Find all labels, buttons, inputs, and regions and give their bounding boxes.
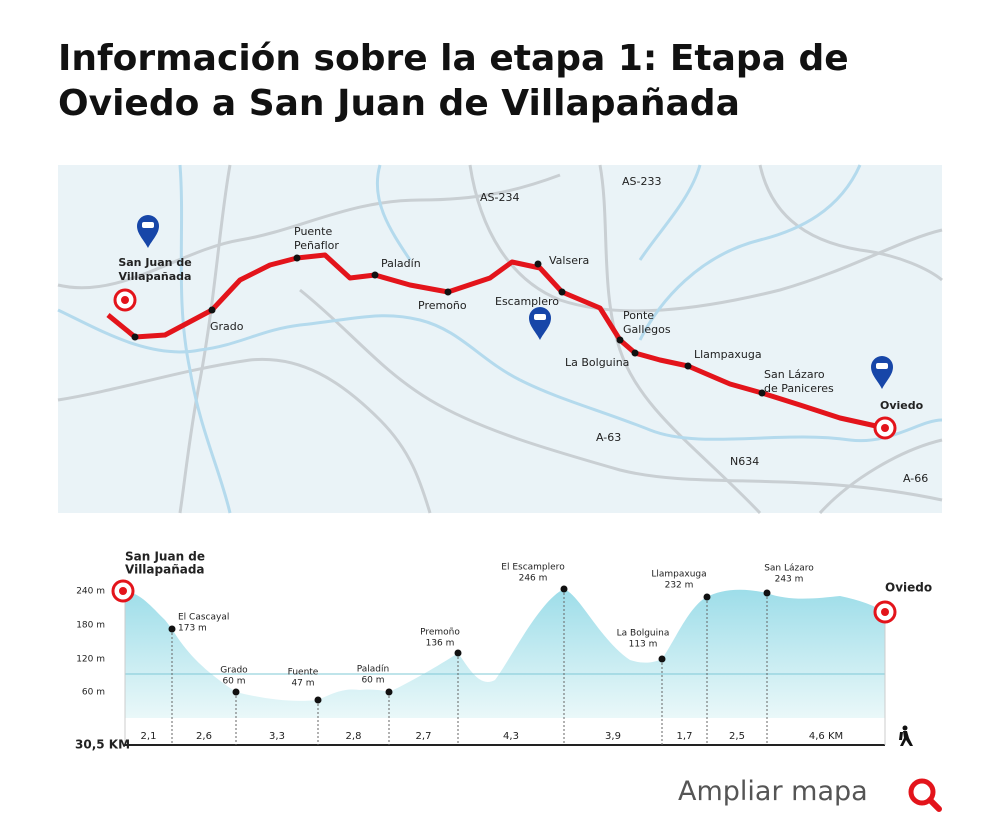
- place-label: Premoño: [418, 299, 467, 312]
- map-rivers: [57, 164, 943, 514]
- place-label: Ponte: [623, 309, 654, 322]
- point-name: La Bolguina: [617, 629, 670, 639]
- endpoint-inner: [881, 424, 889, 432]
- hiker-icon: [899, 725, 913, 746]
- point-name: Premoño: [420, 628, 460, 638]
- point-name: Grado: [220, 666, 248, 676]
- segment-distance: 3,9: [605, 731, 621, 742]
- segment-distance: 2,8: [346, 731, 362, 742]
- place-label: San Juan de: [118, 256, 191, 269]
- point-dot: [314, 696, 322, 704]
- point-dot: [763, 589, 771, 597]
- place-label: La Bolguina: [565, 356, 629, 369]
- segment-distance: 2,6: [196, 731, 212, 742]
- endpoint-inner: [881, 608, 889, 616]
- point-dot: [232, 688, 240, 696]
- route-dot: [371, 271, 379, 279]
- route-dot: [558, 288, 566, 296]
- search-icon[interactable]: [908, 778, 942, 812]
- route-dot: [293, 254, 301, 262]
- place-label: Escamplero: [495, 295, 559, 308]
- route: [106, 252, 886, 431]
- elevation-area: [125, 589, 885, 718]
- route-dot: [131, 333, 139, 341]
- page-title: Información sobre la etapa 1: Etapa de O…: [58, 38, 849, 124]
- road-label: A-63: [596, 431, 621, 444]
- segment-distance: 3,3: [269, 731, 285, 742]
- route-dot: [616, 336, 624, 344]
- point-elevation: 60 m: [222, 677, 245, 687]
- point-elevation: 173 m: [178, 624, 207, 634]
- road-label: AS-233: [622, 175, 661, 188]
- route-dot: [208, 306, 216, 314]
- segment-distance: 2,5: [729, 731, 745, 742]
- elevation-axis-label: 60 m: [82, 688, 105, 698]
- segment-distance: 2,7: [416, 731, 432, 742]
- point-name: El Escamplero: [501, 563, 565, 573]
- point-name: Paladín: [357, 665, 389, 675]
- point-name: El Cascayal: [178, 613, 229, 623]
- point-name: Llampaxuga: [651, 570, 706, 580]
- point-dot: [168, 625, 176, 633]
- route-dot: [684, 362, 692, 370]
- profile-start-label: San Juan de: [125, 550, 205, 564]
- map-background: [58, 165, 942, 513]
- point-dot: [658, 655, 666, 663]
- point-elevation: 232 m: [665, 581, 694, 591]
- point-dot: [703, 593, 711, 601]
- segment-distance: 1,7: [677, 731, 693, 742]
- bed-icon: [876, 363, 888, 369]
- point-elevation: 113 m: [629, 640, 658, 650]
- point-dot: [385, 688, 393, 696]
- endpoint-inner: [119, 587, 127, 595]
- place-label: Paladín: [381, 257, 421, 270]
- road-label: N634: [730, 455, 759, 468]
- segment-distance: 4,6 KM: [809, 731, 843, 742]
- elevation-axis-label: 180 m: [76, 621, 105, 631]
- place-label: Grado: [210, 320, 244, 333]
- point-elevation: 136 m: [426, 639, 455, 649]
- road-label: A-66: [903, 472, 928, 485]
- place-label: Villapañada: [119, 270, 192, 283]
- route-dot: [631, 349, 639, 357]
- place-label: Puente: [294, 225, 332, 238]
- place-label: de Paniceres: [764, 382, 834, 395]
- point-elevation: 243 m: [775, 575, 804, 585]
- place-label: Peñaflor: [294, 239, 339, 252]
- place-label: San Lázaro: [764, 368, 825, 381]
- segment-distance: 4,3: [503, 731, 519, 742]
- bed-icon: [142, 222, 154, 228]
- point-dot: [560, 585, 568, 593]
- expand-map-link[interactable]: Ampliar mapa: [678, 776, 868, 807]
- point-dot: [454, 649, 462, 657]
- place-label: Oviedo: [880, 399, 924, 412]
- point-name: San Lázaro: [764, 564, 814, 574]
- endpoint-inner: [121, 296, 129, 304]
- route-dot: [444, 288, 452, 296]
- route-dot: [758, 389, 766, 397]
- elevation-axis-label: 120 m: [76, 655, 105, 665]
- point-name: Fuente: [288, 668, 319, 678]
- bed-icon: [534, 314, 546, 320]
- place-label: Valsera: [549, 254, 589, 267]
- place-label: Llampaxuga: [694, 348, 762, 361]
- total-distance: 30,5 KM: [75, 738, 130, 752]
- point-elevation: 47 m: [291, 679, 314, 689]
- route-dot: [534, 260, 542, 268]
- point-elevation: 60 m: [361, 676, 384, 686]
- place-label: Gallegos: [623, 323, 671, 336]
- map-roads: [57, 164, 943, 515]
- profile-end-label: Oviedo: [885, 581, 932, 595]
- elevation-axis-label: 240 m: [76, 587, 105, 597]
- segment-distance: 2,1: [141, 731, 157, 742]
- profile-start-label: Villapañada: [125, 563, 205, 577]
- road-label: AS-234: [480, 191, 519, 204]
- point-elevation: 246 m: [519, 574, 548, 584]
